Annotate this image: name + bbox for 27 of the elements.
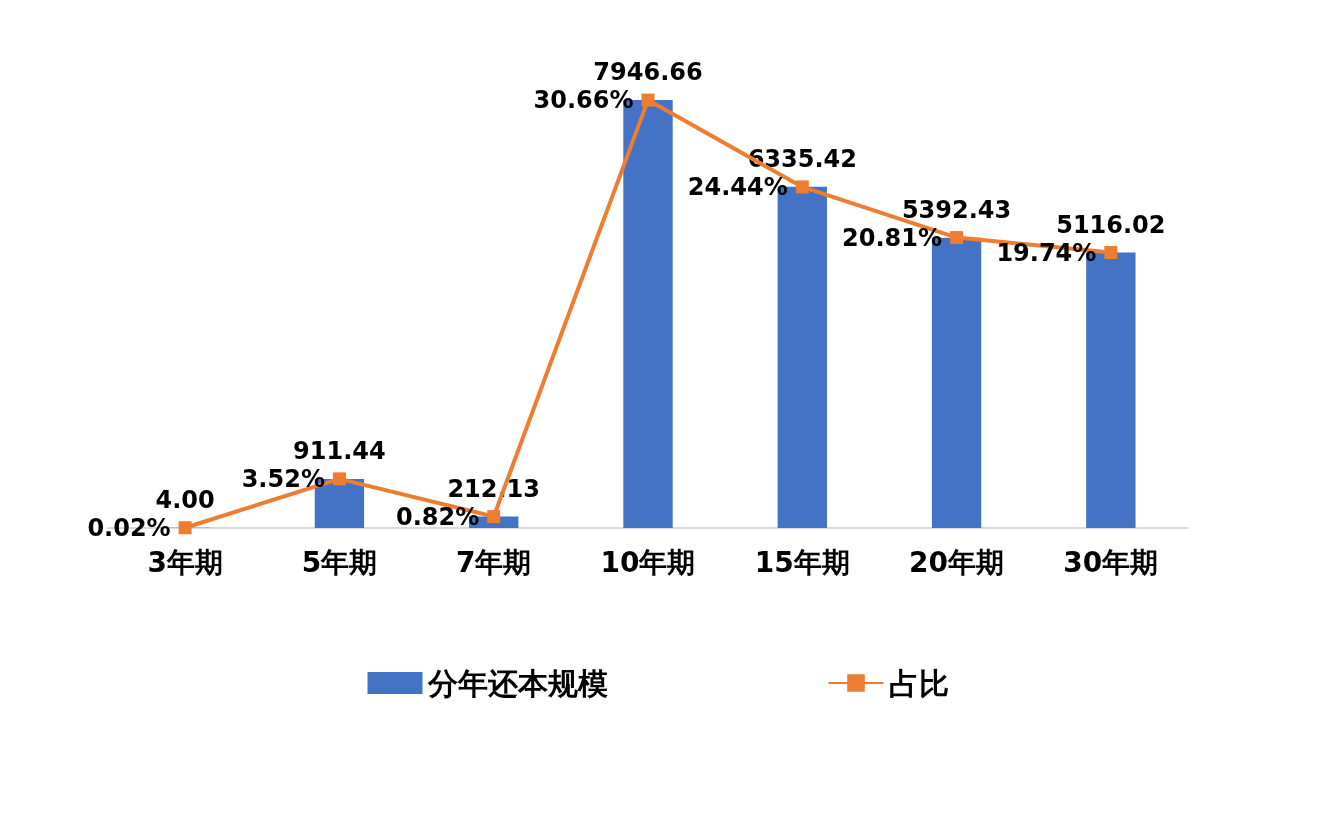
x-tick-label: 20年期 xyxy=(909,545,1005,579)
x-tick-label: 30年期 xyxy=(1063,545,1159,579)
x-tick-label: 15年期 xyxy=(754,545,850,579)
data-label: 20.81% xyxy=(842,223,943,252)
legend-label: 占比 xyxy=(888,665,949,701)
x-tick-label: 3年期 xyxy=(147,545,223,579)
point xyxy=(641,93,655,107)
data-label: 911.44 xyxy=(293,436,386,465)
data-label: 0.82% xyxy=(395,502,480,531)
data-label: 3.52% xyxy=(241,464,325,493)
point xyxy=(487,510,501,524)
point xyxy=(795,180,809,194)
legend-label: 分年还本规模 xyxy=(426,665,608,701)
data-label: 30.66% xyxy=(533,86,634,115)
point xyxy=(178,521,192,535)
data-label: 5392.43 xyxy=(901,195,1012,224)
x-tick-label: 7年期 xyxy=(455,545,532,579)
point xyxy=(1104,246,1118,260)
data-label: 4.00 xyxy=(155,485,215,514)
x-tick-label: 10年期 xyxy=(600,545,696,579)
x-tick-label: 5年期 xyxy=(301,545,378,579)
data-label: 0.02% xyxy=(87,513,171,542)
data-label: 5116.02 xyxy=(1056,210,1166,239)
data-label: 7946.66 xyxy=(593,58,703,87)
point xyxy=(332,472,346,486)
point xyxy=(950,231,964,245)
data-label: 24.44% xyxy=(687,172,788,201)
